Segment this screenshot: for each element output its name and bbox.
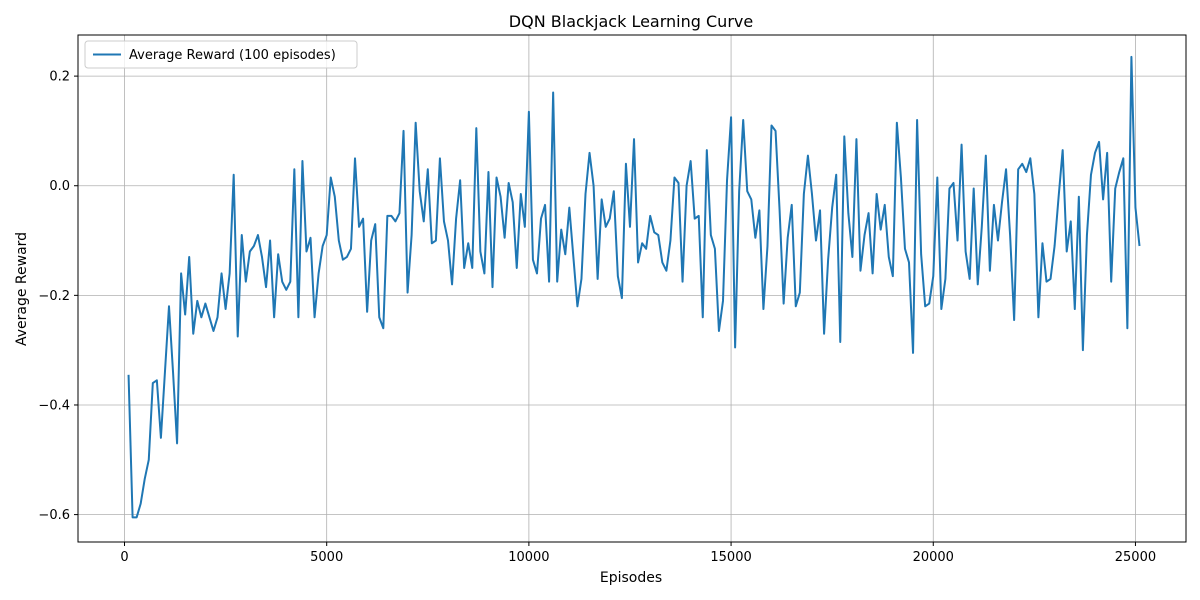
chart-title: DQN Blackjack Learning Curve	[509, 12, 753, 31]
y-tick-label: 0.0	[49, 179, 70, 194]
x-tick-label: 0	[120, 550, 128, 565]
y-axis-label: Average Reward	[14, 232, 30, 346]
y-tick-label: −0.4	[38, 398, 70, 413]
x-tick-label: 25000	[1115, 550, 1156, 565]
x-tick-label: 15000	[710, 550, 751, 565]
series-lines	[127, 55, 1141, 519]
series-line-average-reward	[127, 55, 1141, 519]
plot-area-frame	[77, 34, 1187, 543]
legend-box	[84, 40, 358, 69]
x-tick-label: 10000	[508, 550, 549, 565]
y-tick-label: −0.2	[38, 289, 70, 304]
legend-label: Average Reward (100 episodes)	[129, 48, 336, 63]
x-tick-label: 5000	[310, 550, 343, 565]
y-tick-label: 0.2	[49, 70, 70, 85]
x-axis-label: Episodes	[600, 570, 662, 586]
legend: Average Reward (100 episodes)	[84, 40, 358, 69]
y-tick-label: −0.6	[38, 508, 70, 523]
x-tick-label: 20000	[913, 550, 954, 565]
axis-ticks: 0 5000 10000 15000 20000 25000 −0.6 −0.4 −0.2 0.0…	[38, 70, 1156, 565]
